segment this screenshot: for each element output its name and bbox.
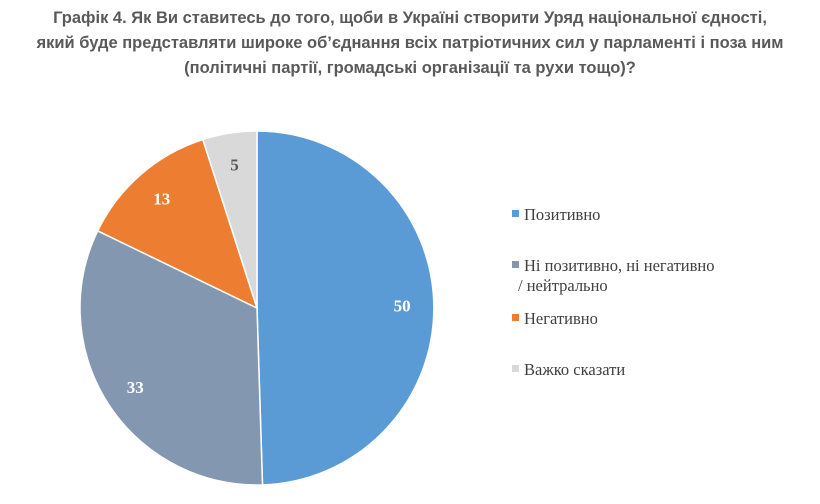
pie-slice-label-3: 13: [153, 189, 170, 208]
legend: Позитивно Ні позитивно, ні негативно / ней…: [512, 205, 714, 379]
legend-item-1: Позитивно: [512, 205, 600, 224]
pie-labels: 50 33 13 5: [127, 156, 411, 397]
chart-title: Графік 4. Як Ви ставитесь до того, щоби …: [10, 6, 810, 81]
legend-swatch-4: [512, 365, 519, 372]
chart-title-line-1: Графік 4. Як Ви ставитесь до того, щоби …: [53, 9, 767, 27]
pie-slice-4: [201, 130, 258, 309]
chart-title-line-3: (політичні партії, громадські організаці…: [184, 59, 636, 77]
pie-slice-label-1: 50: [394, 297, 411, 316]
legend-swatch-2: [512, 261, 519, 268]
pie-slice-label-2: 33: [127, 378, 144, 397]
legend-item-2: Ні позитивно, ні негативно / нейтрально: [512, 256, 714, 295]
legend-item-4: Важко сказати: [512, 360, 625, 379]
pie-slice-2: [79, 229, 264, 486]
legend-label-4: Важко сказати: [524, 360, 625, 379]
legend-label-3: Негативно: [524, 309, 598, 328]
pie-slices: [79, 130, 435, 486]
legend-label-2: Ні позитивно, ні негативно / нейтрально: [518, 256, 714, 295]
pie-slice-label-4: 5: [230, 156, 239, 175]
pie-slice-1: [256, 130, 435, 486]
legend-swatch-3: [512, 314, 519, 321]
chart-title-line-2: який буде представляти широке об’єднання…: [36, 34, 784, 52]
pie-slice-3: [96, 138, 259, 310]
legend-swatch-1: [512, 210, 519, 217]
legend-label-1: Позитивно: [524, 205, 600, 224]
legend-item-3: Негативно: [512, 309, 598, 328]
